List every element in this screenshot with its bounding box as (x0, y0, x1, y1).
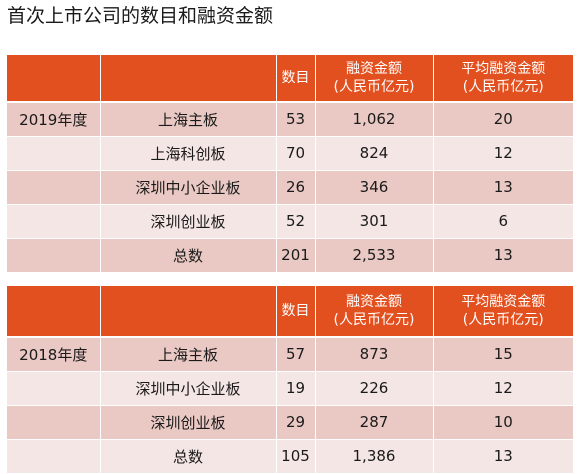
count-cell: 29 (276, 405, 316, 440)
year-cell (7, 405, 101, 440)
amount-cell: 346 (315, 170, 434, 205)
year-cell (7, 170, 101, 205)
board-cell: 总数 (100, 238, 277, 273)
header-amount: 融资金额 (人民币亿元) (315, 286, 434, 338)
table-row: 深圳创业板 52 301 6 (7, 204, 573, 239)
board-cell: 上海主板 (100, 337, 277, 372)
avg-cell: 10 (433, 405, 573, 440)
header-count: 数目 (276, 286, 316, 338)
amount-cell: 824 (315, 136, 434, 171)
count-cell: 19 (276, 371, 316, 406)
header-avg-amount: 平均融资金额 (人民币亿元) (433, 55, 573, 103)
table-header-row: 数目 融资金额 (人民币亿元) 平均融资金额 (人民币亿元) (7, 286, 573, 338)
table-row: 上海科创板 70 824 12 (7, 136, 573, 171)
count-cell: 70 (276, 136, 316, 171)
ipo-table-2019: 数目 融资金额 (人民币亿元) 平均融资金额 (人民币亿元) 2019年度 上海… (7, 55, 573, 273)
header-amount-line2: (人民币亿元) (333, 79, 415, 95)
header-amount-line2: (人民币亿元) (333, 312, 415, 328)
amount-cell: 2,533 (315, 238, 434, 273)
header-avg-line2: (人民币亿元) (462, 312, 544, 328)
count-cell: 57 (276, 337, 316, 372)
table-row: 深圳创业板 29 287 10 (7, 405, 573, 440)
amount-cell: 1,386 (315, 439, 434, 474)
amount-cell: 873 (315, 337, 434, 372)
amount-cell: 287 (315, 405, 434, 440)
board-cell: 深圳中小企业板 (100, 170, 277, 205)
avg-cell: 15 (433, 337, 573, 372)
count-cell: 105 (276, 439, 316, 474)
board-cell: 深圳创业板 (100, 204, 277, 239)
ipo-table-2018: 数目 融资金额 (人民币亿元) 平均融资金额 (人民币亿元) 2018年度 上海… (7, 286, 573, 474)
board-cell: 上海主板 (100, 102, 277, 137)
board-cell: 深圳创业板 (100, 405, 277, 440)
table-row: 深圳中小企业板 26 346 13 (7, 170, 573, 205)
board-cell: 深圳中小企业板 (100, 371, 277, 406)
year-cell (7, 204, 101, 239)
table-row-total: 总数 201 2,533 13 (7, 238, 573, 273)
year-cell (7, 371, 101, 406)
table-header-row: 数目 融资金额 (人民币亿元) 平均融资金额 (人民币亿元) (7, 55, 573, 103)
count-cell: 52 (276, 204, 316, 239)
table-row: 2018年度 上海主板 57 873 15 (7, 337, 573, 372)
header-avg-line1: 平均融资金额 (461, 61, 546, 77)
count-cell: 201 (276, 238, 316, 273)
header-blank-board (100, 55, 277, 103)
board-cell: 总数 (100, 439, 277, 474)
amount-cell: 226 (315, 371, 434, 406)
header-avg-line2: (人民币亿元) (462, 79, 544, 95)
avg-cell: 13 (433, 170, 573, 205)
amount-cell: 301 (315, 204, 434, 239)
year-cell (7, 439, 101, 474)
avg-cell: 12 (433, 371, 573, 406)
header-blank-year (7, 55, 101, 103)
amount-cell: 1,062 (315, 102, 434, 137)
year-cell: 2018年度 (7, 337, 101, 372)
avg-cell: 6 (433, 204, 573, 239)
board-cell: 上海科创板 (100, 136, 277, 171)
year-cell: 2019年度 (7, 102, 101, 137)
table-row-total: 总数 105 1,386 13 (7, 439, 573, 474)
header-blank-board (100, 286, 277, 338)
header-amount-line1: 融资金额 (346, 61, 402, 77)
avg-cell: 13 (433, 238, 573, 273)
avg-cell: 13 (433, 439, 573, 474)
header-blank-year (7, 286, 101, 338)
year-cell (7, 238, 101, 273)
count-cell: 26 (276, 170, 316, 205)
year-cell (7, 136, 101, 171)
avg-cell: 20 (433, 102, 573, 137)
count-cell: 53 (276, 102, 316, 137)
page-title: 首次上市公司的数目和融资金额 (7, 5, 274, 27)
table-row: 2019年度 上海主板 53 1,062 20 (7, 102, 573, 137)
header-amount: 融资金额 (人民币亿元) (315, 55, 434, 103)
header-amount-line1: 融资金额 (346, 294, 402, 310)
header-avg-line1: 平均融资金额 (461, 294, 546, 310)
avg-cell: 12 (433, 136, 573, 171)
header-count: 数目 (276, 55, 316, 103)
header-avg-amount: 平均融资金额 (人民币亿元) (433, 286, 573, 338)
table-row: 深圳中小企业板 19 226 12 (7, 371, 573, 406)
